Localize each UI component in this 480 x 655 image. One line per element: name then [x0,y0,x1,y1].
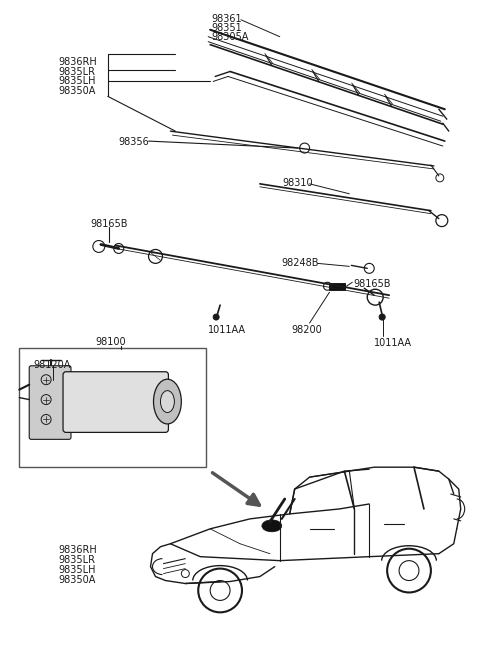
Text: 9836RH: 9836RH [58,545,97,555]
Text: 98351: 98351 [211,23,242,33]
Ellipse shape [160,390,174,413]
Text: 9835LR: 9835LR [58,555,95,565]
Text: 9835LH: 9835LH [58,77,96,86]
Text: 98361: 98361 [211,14,242,24]
Text: 98200: 98200 [292,325,323,335]
Text: 9835LH: 9835LH [58,565,96,574]
Text: 98305A: 98305A [211,31,249,42]
Circle shape [379,314,385,320]
FancyBboxPatch shape [29,365,71,440]
Text: 98356: 98356 [119,137,149,147]
Text: 98310: 98310 [283,178,313,188]
Text: 9836RH: 9836RH [58,56,97,67]
Text: 1011AA: 1011AA [374,338,412,348]
Text: 98350A: 98350A [58,86,96,96]
FancyBboxPatch shape [63,372,168,432]
Text: 9835LR: 9835LR [58,67,95,77]
Ellipse shape [262,520,282,532]
Text: 98350A: 98350A [58,574,96,584]
Bar [329,283,346,290]
Text: 98165B: 98165B [353,279,391,290]
Text: 98100: 98100 [96,337,126,347]
Circle shape [213,314,219,320]
Text: 98120A: 98120A [33,360,71,370]
Text: 1011AA: 1011AA [208,325,246,335]
Bar [19,348,206,467]
Ellipse shape [154,379,181,424]
Text: 98248B: 98248B [282,259,319,269]
Text: 98165B: 98165B [91,219,128,229]
